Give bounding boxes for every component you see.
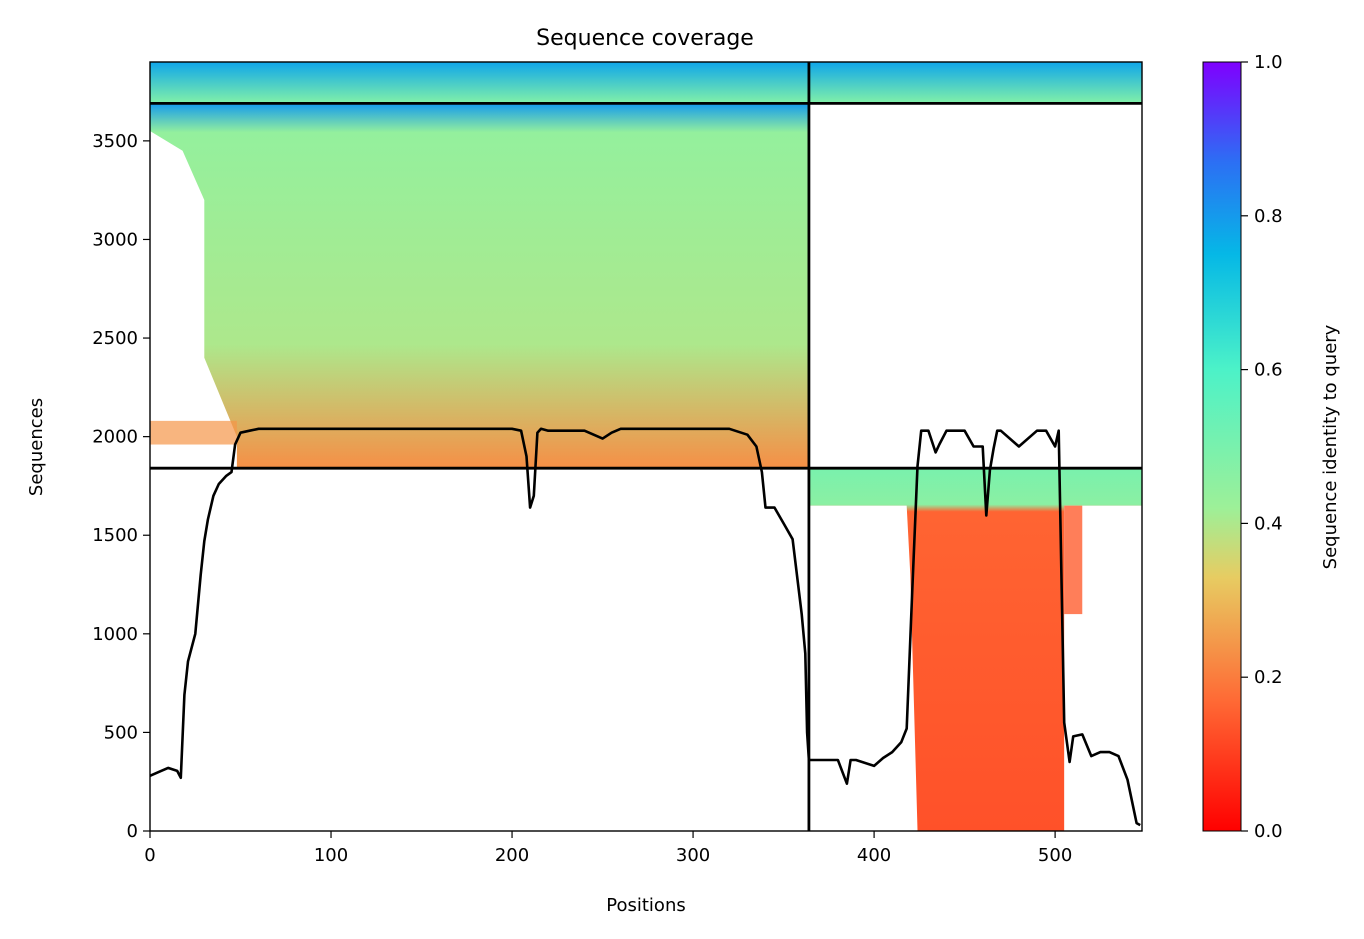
colorbar-label: Sequence identity to query (1320, 324, 1341, 569)
y-tick-label: 2000 (92, 427, 138, 448)
colorbar-tick-label: 1.0 (1254, 52, 1283, 73)
colorbar (1202, 61, 1242, 832)
msa-block-a-unpaired-fringe (150, 420, 237, 445)
colorbar-tick-label: 0.2 (1254, 667, 1283, 688)
y-tick-label: 3000 (92, 229, 138, 250)
msa-block-b-unpaired-tail (1064, 505, 1083, 615)
msa-block-b-paired (808, 62, 1142, 104)
x-tick-label: 0 (144, 845, 155, 866)
y-tick-label: 3500 (92, 131, 138, 152)
x-tick-label: 100 (314, 845, 348, 866)
y-tick-label: 1500 (92, 525, 138, 546)
msa-block-b-unpaired (808, 468, 1142, 831)
y-axis-label: Sequences (26, 398, 47, 496)
colorbar-tick-label: 0.6 (1254, 360, 1283, 381)
y-axis-ticks: 0 500 1000 1500 2000 2500 3000 3500 (92, 131, 150, 842)
colorbar-tick-label: 0.8 (1254, 206, 1283, 227)
msa-block-a-unpaired (150, 103, 809, 469)
msa-block-a-paired (150, 62, 809, 104)
colorbar-ticks: 0.0 0.2 0.4 0.6 0.8 1.0 (1241, 52, 1283, 842)
coverage-line (149, 427, 1141, 827)
y-tick-label: 1000 (92, 624, 138, 645)
colorbar-gradient (1202, 61, 1242, 832)
colorbar-tick-label: 0.0 (1254, 821, 1283, 842)
x-tick-label: 300 (676, 845, 710, 866)
y-tick-label: 500 (104, 722, 138, 743)
colorbar-tick-label: 0.4 (1254, 513, 1283, 534)
coverage-line-layer (149, 427, 1141, 827)
x-tick-label: 500 (1038, 845, 1072, 866)
x-tick-label: 200 (495, 845, 529, 866)
msa-blocks (150, 62, 1142, 831)
chart-title: Sequence coverage (536, 26, 754, 51)
y-tick-label: 2500 (92, 328, 138, 349)
plot-frame (149, 61, 1143, 832)
axes-frame (149, 61, 1143, 832)
x-axis-ticks: 0 100 200 300 400 500 (144, 831, 1072, 866)
y-tick-label: 0 (127, 821, 138, 842)
x-axis-label: Positions (606, 895, 685, 916)
x-tick-label: 400 (857, 845, 891, 866)
